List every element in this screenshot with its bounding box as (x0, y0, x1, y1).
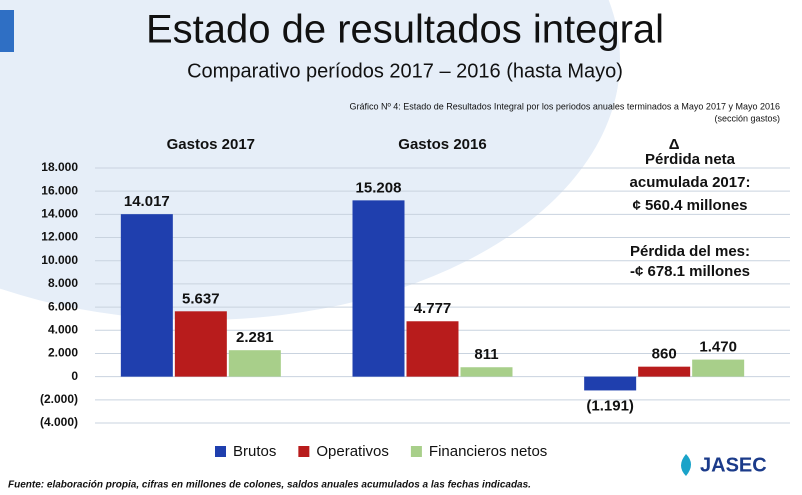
y-tick-label: 0 (71, 369, 78, 383)
value-label: 14.017 (124, 193, 170, 210)
bar (584, 376, 637, 391)
legend-swatch (298, 446, 310, 457)
caption-note: (sección gastos) (714, 113, 780, 123)
annotation: Pérdida del mes: (630, 243, 750, 260)
y-tick-label: 2.000 (48, 346, 78, 360)
y-tick-label: 16.000 (41, 183, 78, 197)
subtitle: Comparativo períodos 2017 – 2016 (hasta … (187, 60, 623, 82)
bar (352, 200, 405, 377)
legend-swatch (215, 446, 226, 457)
bar (638, 366, 691, 377)
value-label: 15.208 (356, 179, 402, 196)
value-label: 2.281 (236, 329, 274, 346)
annotation: ¢ 560.4 millones (632, 197, 747, 214)
category-label: Gastos 2016 (398, 136, 486, 153)
legend-swatch (410, 446, 422, 457)
annotation: -¢ 678.1 millones (630, 263, 750, 280)
value-label: 811 (474, 346, 498, 363)
legend-label: Operativos (316, 443, 389, 460)
value-label: 1.470 (699, 339, 737, 356)
y-tick-label: (4.000) (40, 415, 78, 429)
footnote: Fuente: elaboración propia, cifras en mi… (8, 480, 531, 491)
value-label: 860 (652, 346, 677, 363)
y-tick-label: (2.000) (40, 392, 78, 406)
y-tick-label: 6.000 (48, 299, 78, 313)
value-label: 5.637 (182, 290, 220, 307)
category-label: Δ (669, 136, 680, 153)
y-tick-label: 8.000 (48, 276, 78, 290)
y-tick-label: 14.000 (41, 207, 78, 221)
annotation: Pérdida neta (645, 151, 736, 168)
bar (174, 311, 227, 377)
title: Estado de resultados integral (146, 8, 664, 52)
legend-label: Financieros netos (429, 443, 547, 460)
bar (460, 367, 513, 377)
legend-label: Brutos (233, 443, 276, 460)
caption: Gráfico Nº 4: Estado de Resultados Integ… (349, 101, 780, 111)
category-label: Gastos 2017 (167, 136, 255, 153)
accent-bar (0, 10, 14, 52)
logo: JASEC (700, 454, 767, 476)
y-tick-label: 4.000 (48, 322, 78, 336)
y-tick-label: 10.000 (41, 253, 78, 267)
value-label: 4.777 (414, 300, 452, 317)
bar (228, 350, 281, 377)
logo-icon (681, 454, 691, 476)
y-tick-label: 12.000 (41, 230, 78, 244)
y-tick-label: 18.000 (41, 160, 78, 174)
bar (120, 214, 173, 377)
value-label: (1.191) (586, 397, 634, 414)
bar (692, 359, 745, 377)
annotation: acumulada 2017: (630, 174, 751, 191)
bar (406, 321, 459, 377)
